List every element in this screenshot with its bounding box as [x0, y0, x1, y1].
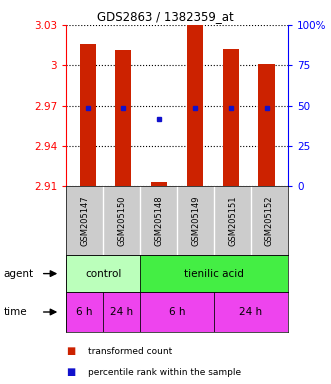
- Text: GSM205152: GSM205152: [265, 195, 274, 246]
- Bar: [66, 255, 140, 292]
- Bar: [259, 64, 274, 186]
- Text: GSM205148: GSM205148: [154, 195, 163, 246]
- Text: 24 h: 24 h: [110, 307, 133, 317]
- Text: 24 h: 24 h: [239, 307, 262, 317]
- Text: 6 h: 6 h: [169, 307, 185, 317]
- Bar: [214, 292, 288, 332]
- Bar: [151, 182, 167, 186]
- Bar: [116, 50, 131, 186]
- Bar: [140, 255, 288, 292]
- Text: 6 h: 6 h: [76, 307, 93, 317]
- Text: ■: ■: [66, 346, 75, 356]
- Bar: [223, 49, 239, 186]
- Text: transformed count: transformed count: [88, 347, 172, 356]
- Text: time: time: [3, 307, 27, 317]
- Bar: [103, 292, 140, 332]
- Text: percentile rank within the sample: percentile rank within the sample: [88, 368, 241, 377]
- Bar: [66, 292, 103, 332]
- Text: GSM205149: GSM205149: [191, 195, 200, 246]
- Text: control: control: [85, 268, 121, 279]
- Bar: [80, 44, 96, 186]
- Text: GSM205151: GSM205151: [228, 195, 237, 246]
- Text: GSM205147: GSM205147: [80, 195, 89, 246]
- Text: GDS2863 / 1382359_at: GDS2863 / 1382359_at: [97, 10, 234, 23]
- Text: ■: ■: [66, 367, 75, 377]
- Bar: [187, 25, 203, 186]
- Text: GSM205150: GSM205150: [117, 195, 126, 246]
- Bar: [140, 292, 214, 332]
- Text: agent: agent: [3, 268, 33, 279]
- Text: tienilic acid: tienilic acid: [184, 268, 244, 279]
